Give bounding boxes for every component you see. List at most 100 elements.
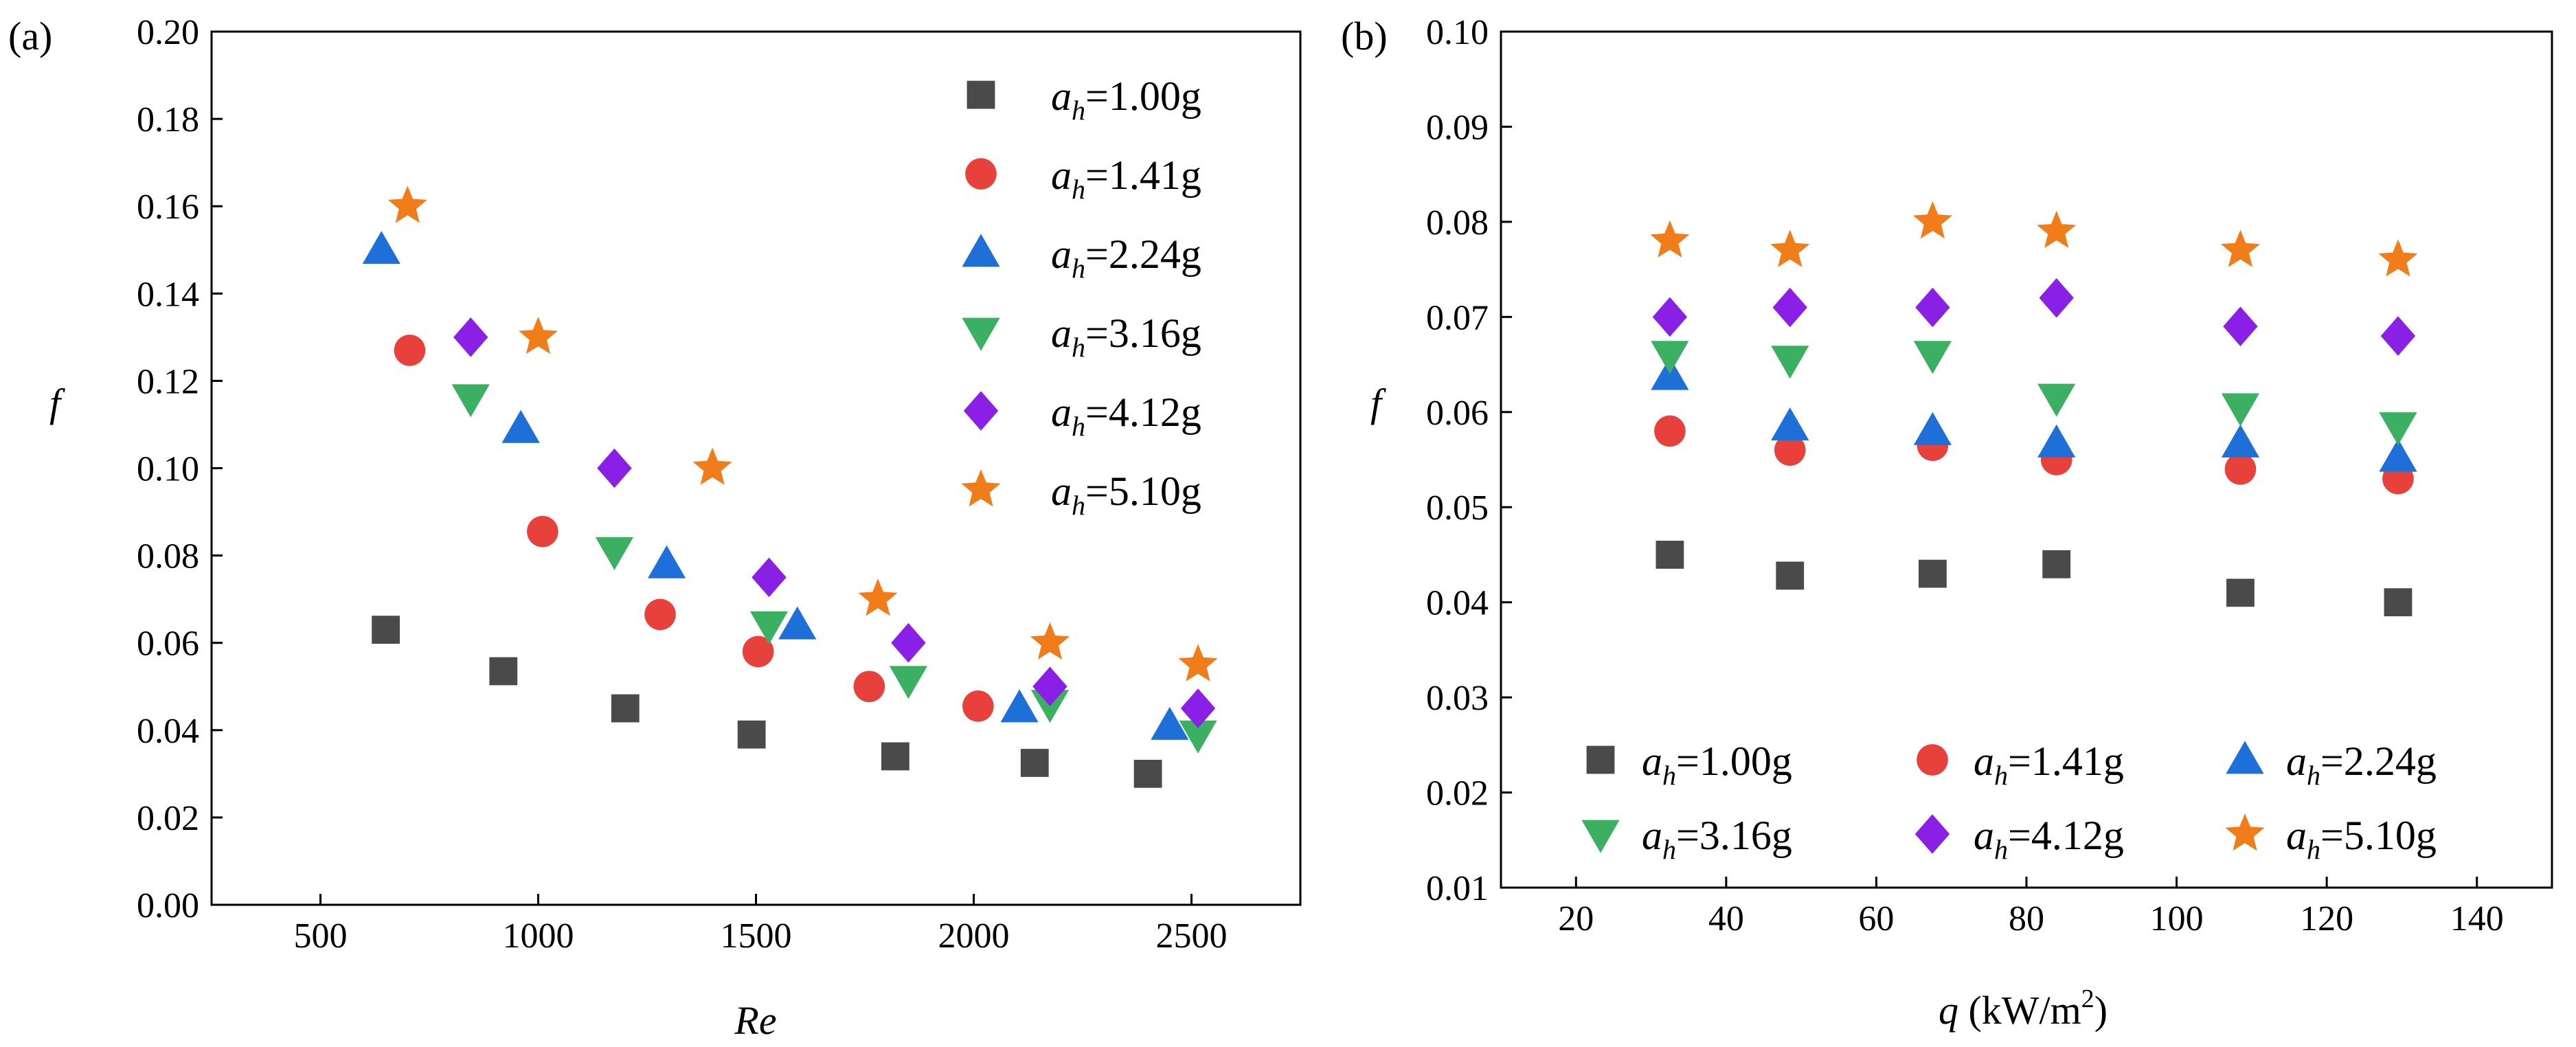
x-axis-title-b: q (kW/m2) (1939, 984, 2108, 1033)
data-point-square (2042, 550, 2071, 578)
data-point-square (1776, 561, 1805, 590)
data-point-square (2384, 588, 2413, 617)
data-point-square (489, 657, 518, 686)
data-point-star (692, 447, 732, 485)
data-point-triangle-up (2379, 438, 2417, 472)
x-axis-title-a: Re (734, 998, 776, 1043)
y-tick-label: 0.05 (1426, 488, 1489, 528)
data-point-triangle-up (1000, 689, 1039, 723)
data-point-star (519, 316, 558, 354)
data-point-diamond (1180, 688, 1216, 728)
legend-label: ah=5.10g (2286, 813, 2437, 865)
y-tick-label: 0.00 (137, 886, 199, 925)
data-point-diamond (1652, 297, 1688, 337)
data-point-triangle-down (749, 611, 789, 644)
data-point-star (858, 578, 898, 616)
data-point-diamond (1032, 666, 1067, 707)
data-point-triangle-down (889, 666, 927, 699)
legend-label: ah=2.24g (1051, 232, 1201, 284)
data-point-diamond (1772, 287, 1807, 328)
x-tick-label: 2000 (938, 916, 1010, 956)
chart-panel-a: (a) 500 1000 1500 2000 2500 0.00 0.02 0.04 0.06 0… (8, 13, 1302, 1043)
data-point-square (2226, 578, 2255, 607)
y-tick-label: 0.08 (1426, 203, 1489, 243)
data-point-triangle-up (501, 409, 540, 443)
legend-label: ah=5.10g (1051, 469, 1201, 521)
y-tick-label: 0.08 (137, 537, 199, 576)
chart-panel-b: (b) 20 40 60 80 100 120 140 0.01 0.02 0.03 0.04 0.0… (1341, 13, 2553, 1033)
x-tick-label: 100 (2150, 899, 2204, 938)
y-tick-label: 0.10 (137, 450, 199, 489)
legend-marker-triangle-up (962, 234, 1000, 267)
legend-label: ah=1.00g (1051, 74, 1201, 126)
legend-marker-circle (965, 158, 997, 190)
y-tick-label: 0.06 (137, 624, 199, 664)
legend-label: ah=1.00g (1642, 739, 1792, 791)
y-tick-label: 0.09 (1426, 108, 1489, 147)
data-point-star (1178, 644, 1218, 682)
data-point-diamond (453, 317, 488, 357)
legend-marker-circle (1917, 744, 1948, 776)
data-point-diamond (1915, 287, 1950, 328)
x-tick-label: 20 (1558, 899, 1594, 938)
y-tick-label: 0.16 (137, 188, 199, 227)
data-point-triangle-down (1771, 346, 1809, 379)
data-point-square (611, 694, 640, 723)
data-point-triangle-down (451, 384, 490, 418)
data-point-triangle-up (1771, 407, 1809, 440)
x-tick-label: 1000 (503, 916, 574, 956)
data-point-diamond (891, 622, 926, 663)
data-point-circle (853, 671, 885, 703)
x-axis-title-b-close: ) (2094, 988, 2108, 1033)
data-point-star (2378, 239, 2418, 277)
data-point-star (2220, 229, 2260, 267)
data-point-triangle-down (1651, 341, 1689, 374)
legend-marker-triangle-down (962, 317, 1000, 351)
data-point-triangle-down (1913, 341, 1952, 374)
y-tick-label: 0.12 (137, 362, 199, 401)
legend-label: ah=4.12g (1051, 390, 1201, 442)
y-tick-label: 0.04 (137, 712, 199, 751)
legend-marker-triangle-down (1581, 820, 1620, 853)
legend-label: ah=4.12g (1974, 813, 2124, 865)
data-point-triangle-up (2221, 424, 2260, 458)
data-point-triangle-down (2221, 393, 2260, 427)
x-tick-label: 2500 (1156, 916, 1228, 956)
data-point-circle (1774, 434, 1806, 466)
y-axis-title-a: f (49, 381, 65, 425)
data-point-square (1133, 759, 1162, 788)
data-point-triangle-up (2037, 424, 2076, 458)
data-point-circle (962, 690, 994, 722)
data-point-diamond (2380, 316, 2416, 356)
x-axis-title-b-symbol: q (1939, 988, 1958, 1033)
data-point-triangle-down (2037, 383, 2076, 417)
data-point-triangle-down (595, 537, 634, 570)
data-point-circle (644, 598, 676, 631)
legend-marker-diamond (1914, 814, 1950, 854)
data-point-star (1912, 201, 1952, 239)
x-tick-label: 500 (294, 916, 348, 956)
y-tick-label: 0.02 (1426, 774, 1489, 813)
y-tick-label: 0.02 (137, 799, 199, 838)
data-point-circle (742, 635, 774, 668)
x-tick-label: 40 (1708, 899, 1744, 938)
panel-label-a: (a) (8, 14, 52, 58)
y-tick-label: 0.14 (137, 275, 199, 314)
data-point-square (372, 616, 400, 644)
data-point-star (387, 185, 427, 223)
data-point-diamond (597, 448, 632, 488)
data-point-triangle-down (1030, 690, 1070, 723)
y-tick-label: 0.18 (137, 100, 199, 139)
x-tick-label: 120 (2300, 899, 2353, 938)
data-point-diamond (2223, 306, 2258, 346)
x-axis-title-b-sup: 2 (2081, 984, 2094, 1013)
y-tick-label: 0.06 (1426, 394, 1489, 433)
y-tick-label: 0.03 (1426, 679, 1489, 718)
data-point-triangle-up (778, 606, 817, 640)
panel-label-b: (b) (1341, 14, 1388, 58)
data-point-triangle-up (1913, 412, 1952, 445)
x-axis-title-b-unit: (kW/m (1958, 988, 2081, 1033)
data-point-triangle-down (1179, 720, 1217, 754)
data-point-star (1030, 622, 1070, 660)
